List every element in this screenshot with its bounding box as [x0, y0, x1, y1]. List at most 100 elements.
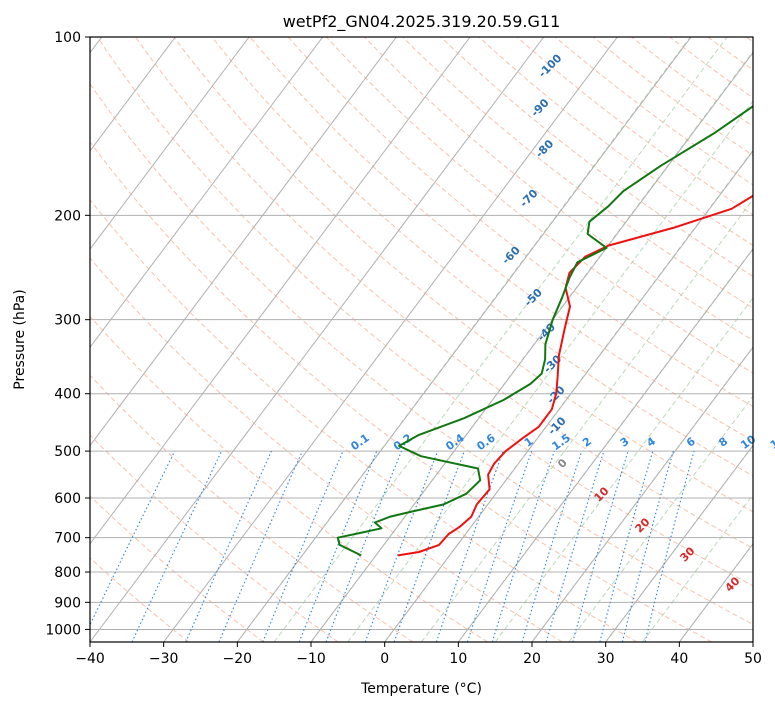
moist-adiabat-line	[642, 493, 753, 642]
moist-adiabat-line	[347, 100, 753, 642]
mixing-ratio-label: 6	[684, 435, 698, 450]
mixing-ratio-line	[466, 450, 533, 642]
x-tick-label: 30	[597, 651, 615, 667]
y-axis-title: Pressure (hPa)	[12, 289, 28, 389]
x-tick-label: −20	[223, 651, 253, 667]
isotherm-line	[605, 444, 753, 642]
mixing-ratio-label: 0.6	[474, 431, 498, 453]
mixing-ratio-label: 8	[716, 435, 730, 450]
mixing-ratio-line	[218, 450, 303, 642]
isotherm-line	[531, 346, 753, 642]
moist-adiabat-line	[457, 247, 753, 642]
mixing-ratio-line	[545, 450, 605, 642]
isotherm-line	[236, 37, 692, 642]
x-tick-label: 50	[744, 651, 762, 667]
mixing-ratio-line	[90, 450, 176, 627]
moist-adiabat-label: 30	[678, 544, 698, 564]
isotherm-line	[90, 37, 397, 447]
isotherm-line	[90, 37, 324, 349]
mixing-ratio-line	[491, 450, 555, 642]
moist-adiabat-label: 40	[723, 574, 743, 594]
dry-adiabat-line	[745, 37, 753, 43]
dry-adiabat-line	[90, 257, 563, 642]
y-tick-label: 1000	[45, 622, 81, 638]
dry-adiabat-line	[96, 37, 753, 587]
y-tick-label: 800	[54, 565, 81, 581]
dry-adiabat-label: -90	[528, 96, 551, 119]
y-tick-label: 300	[54, 313, 81, 329]
dry-adiabat-line	[478, 37, 753, 246]
x-tick-label: 10	[449, 651, 467, 667]
x-tick-label: 20	[523, 651, 541, 667]
dry-adiabat-line	[90, 374, 414, 642]
mixing-ratio-label: 10	[738, 432, 758, 452]
y-tick-label: 900	[54, 595, 81, 611]
chart-title: wetPf2_GN04.2025.319.20.59.G11	[283, 12, 561, 32]
moist-adiabat-line	[384, 149, 753, 642]
isotherm-line	[90, 37, 545, 642]
mixing-ratio-label: 0.2	[391, 431, 414, 453]
plot-frame	[89, 36, 754, 643]
dry-adiabat-label: -60	[500, 244, 523, 267]
x-tick-label: −10	[296, 651, 326, 667]
moist-adiabat-label: 20	[633, 515, 653, 535]
mixing-ratio-label: 13	[768, 433, 775, 452]
moist-adiabat-label: 10	[592, 484, 612, 504]
x-tick-label: −30	[149, 651, 179, 667]
mixing-ratio-line	[298, 450, 378, 642]
profile-lines	[336, 105, 753, 557]
x-axis-title: Temperature (°C)	[360, 681, 482, 697]
mixing-ratio-label: 2	[580, 435, 594, 450]
dry-adiabat-line	[593, 37, 753, 157]
moist-adiabat-label: 0	[555, 456, 570, 471]
y-tick-label: 200	[54, 208, 81, 224]
dry-adiabat-label: -80	[533, 137, 556, 160]
background-lines	[90, 37, 753, 642]
mixing-ratio-line	[393, 450, 465, 642]
y-tick-label: 700	[54, 531, 81, 547]
mixing-ratio-line	[521, 450, 583, 642]
mixing-ratio-label: 3	[618, 435, 632, 450]
dry-adiabat-line	[402, 37, 753, 309]
dry-adiabat-label: -70	[517, 186, 540, 209]
mixing-ratio-line	[435, 450, 504, 642]
isotherm-line	[457, 248, 753, 642]
mixing-ratio-line	[131, 450, 223, 642]
dry-adiabat-line	[135, 37, 753, 549]
y-tick-label: 600	[54, 491, 81, 507]
isotherm-line	[90, 37, 471, 545]
dry-adiabat-line	[90, 557, 190, 642]
isotherm-line	[384, 150, 753, 642]
x-tick-label: 40	[670, 651, 688, 667]
dry-adiabat-line	[90, 141, 712, 642]
mixing-ratio-line	[364, 450, 439, 642]
dry-adiabat-line	[249, 37, 753, 442]
isotherm-line	[752, 641, 753, 642]
mixing-ratio-line	[572, 450, 629, 642]
mixing-ratio-line	[262, 450, 344, 642]
temperature-profile-line	[397, 194, 753, 557]
mixing-ratio-line	[185, 450, 273, 642]
dry-adiabat-line	[440, 37, 753, 278]
isotherm-line	[90, 37, 250, 250]
dry-adiabat-line	[554, 37, 753, 186]
isotherm-line	[310, 51, 753, 642]
x-axis: −40 −30 −20 −10 0 10 20 30 40 50	[75, 642, 762, 667]
x-tick-label: 0	[380, 651, 389, 667]
moist-adiabat-line	[421, 198, 753, 642]
dry-adiabat-line	[707, 37, 753, 71]
mixing-ratio-line	[325, 450, 403, 642]
x-tick-label: −40	[75, 651, 105, 667]
isotherm-line	[90, 37, 176, 152]
moist-adiabat-line	[273, 37, 728, 642]
y-tick-label: 400	[54, 387, 81, 403]
y-tick-label: 100	[54, 30, 81, 46]
dry-adiabat-line	[90, 495, 264, 642]
y-axis: 1000 900 800 700 600 500 400 300 200 100	[45, 30, 90, 638]
dry-adiabat-line	[90, 198, 638, 642]
mixing-ratio-label: 0.4	[443, 431, 467, 453]
mixing-ratio-label: 4	[644, 435, 658, 450]
dry-adiabat-line	[90, 83, 753, 625]
y-tick-label: 500	[54, 444, 81, 460]
